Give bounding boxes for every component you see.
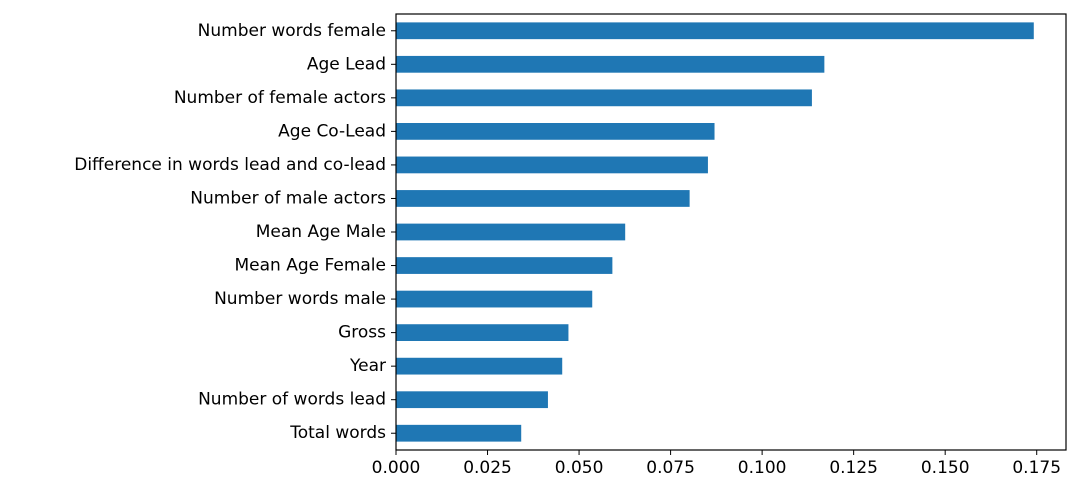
y-tick-label: Mean Age Male xyxy=(256,222,386,242)
bar-2 xyxy=(396,89,812,107)
bar-12 xyxy=(396,424,522,442)
bar-1 xyxy=(396,55,825,73)
x-tick-label: 0.025 xyxy=(463,458,512,478)
bar-0 xyxy=(396,22,1034,40)
bar-3 xyxy=(396,123,715,140)
y-tick-label: Gross xyxy=(338,323,386,343)
bar-6 xyxy=(396,223,626,241)
x-tick-label: 0.050 xyxy=(555,458,604,478)
y-tick-label: Number of words lead xyxy=(198,390,386,410)
bar-9 xyxy=(396,324,569,341)
bars-layer xyxy=(396,22,1034,442)
x-axis-ticks: 0.000 0.025 0.050 0.075 0.100 0.125 0.150 0.175 xyxy=(372,450,1061,478)
axes-frame xyxy=(395,13,1067,451)
bar-7 xyxy=(396,257,613,274)
y-tick-label: Number of female actors xyxy=(174,88,386,108)
x-tick-label: 0.100 xyxy=(738,458,787,478)
bar-10 xyxy=(396,357,563,375)
bar-4 xyxy=(396,156,708,174)
y-tick-label: Age Co-Lead xyxy=(278,121,386,141)
y-tick-label: Difference in words lead and co-lead xyxy=(74,155,386,175)
bar-5 xyxy=(396,190,690,207)
x-tick-label: 0.075 xyxy=(646,458,695,478)
y-tick-label: Number words male xyxy=(214,289,386,309)
y-tick-label: Mean Age Female xyxy=(235,256,386,276)
x-tick-label: 0.150 xyxy=(921,458,970,478)
y-tick-label: Number of male actors xyxy=(190,188,386,208)
x-tick-label: 0.125 xyxy=(829,458,878,478)
bar-11 xyxy=(396,391,548,409)
y-tick-label: Total words xyxy=(289,423,386,443)
bar-8 xyxy=(396,290,593,308)
y-tick-label: Year xyxy=(349,356,386,376)
x-tick-label: 0.175 xyxy=(1012,458,1061,478)
y-axis-ticks: Number words female Age Lead Number of fem… xyxy=(74,21,396,443)
y-tick-label: Number words female xyxy=(198,21,386,41)
x-tick-label: 0.000 xyxy=(372,458,421,478)
y-tick-label: Age Lead xyxy=(307,54,386,74)
